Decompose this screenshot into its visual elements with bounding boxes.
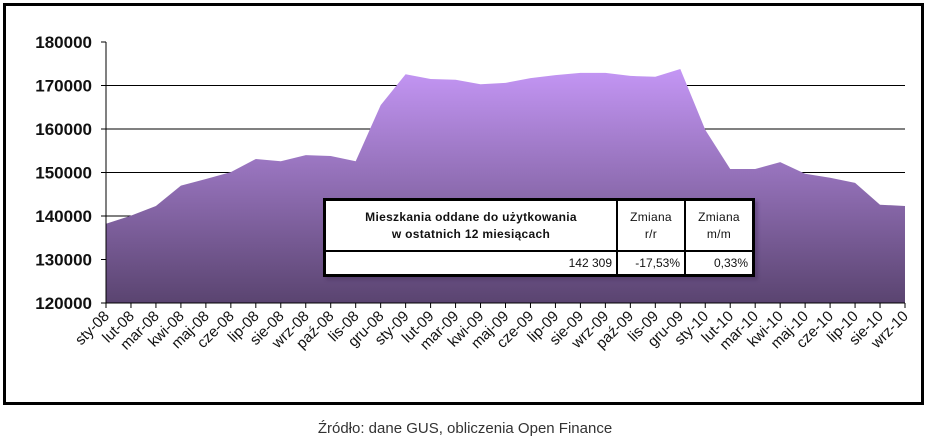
header-yoy-line1: Zmiana: [630, 209, 672, 224]
y-axis-label: 120000: [35, 294, 92, 313]
y-axis-label: 140000: [35, 207, 92, 226]
header-dwellings-line1: Mieszkania oddane do użytkowania: [365, 209, 577, 224]
summary-table-header: Mieszkania oddane do użytkowania w ostat…: [323, 198, 755, 252]
source-caption: Źródło: dane GUS, obliczenia Open Financ…: [317, 420, 613, 437]
x-axis-labels: sty-08lut-08mar-08kwi-08maj-08cze-08lip-…: [72, 308, 912, 354]
summary-table: Mieszkania oddane do użytkowania w ostat…: [323, 198, 755, 277]
y-axis-label: 150000: [35, 164, 92, 183]
header-dwellings-line2: w ostatnich 12 miesiącach: [391, 226, 551, 241]
header-mom: Zmiana m/m: [684, 198, 755, 252]
summary-table-values: 142 309 -17,53% 0,33%: [323, 250, 755, 277]
y-axis-label: 130000: [35, 251, 92, 270]
header-mom-line2: m/m: [706, 226, 732, 241]
y-axis-label: 160000: [35, 120, 92, 139]
header-yoy: Zmiana r/r: [616, 198, 686, 252]
y-axis-labels: 120000 130000 140000 150000 160000 170000 1800…: [35, 33, 92, 313]
header-mom-line1: Zmiana: [698, 209, 740, 224]
header-yoy-line2: r/r: [644, 226, 658, 241]
value-yoy: -17,53%: [616, 250, 686, 277]
axes: [101, 41, 906, 308]
header-dwellings: Mieszkania oddane do użytkowania w ostat…: [323, 198, 618, 252]
y-axis-label: 180000: [35, 33, 92, 52]
value-mom: 0,33%: [684, 250, 755, 277]
value-total: 142 309: [323, 250, 618, 277]
y-axis-label: 170000: [35, 77, 92, 96]
